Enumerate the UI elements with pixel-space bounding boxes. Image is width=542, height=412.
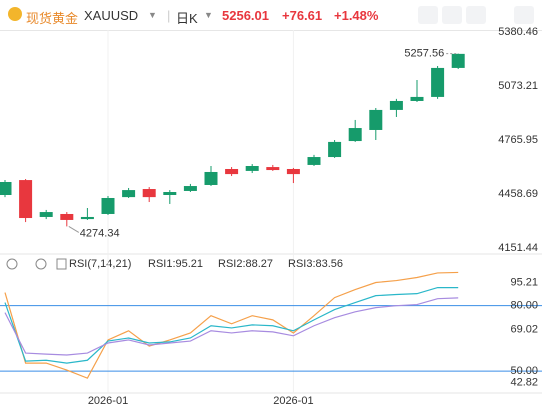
- period[interactable]: 日K: [176, 11, 198, 26]
- rsi-line: [4, 271, 459, 379]
- divider: |: [167, 8, 171, 23]
- candle-body: [286, 168, 300, 175]
- change: +76.61: [282, 8, 323, 23]
- y-tick-label: 69.02: [510, 324, 538, 336]
- candle-body: [369, 109, 383, 130]
- candle-body: [431, 67, 445, 97]
- candle-body: [39, 212, 53, 217]
- tool-button[interactable]: [466, 6, 486, 24]
- candle-body: [328, 141, 342, 158]
- toolbar: 现货黄金 XAUUSD ▼ | 日K ▼ 5256.01 +76.61 +1.4…: [0, 0, 542, 31]
- gold-icon: [8, 7, 22, 21]
- indicator-title: RSI(7,14,21): [69, 258, 131, 270]
- change-percent: +1.48%: [334, 8, 379, 23]
- candle-body: [183, 186, 197, 191]
- x-tick-label: 2026-01: [88, 395, 128, 407]
- candle-body: [245, 166, 259, 171]
- candle-body: [307, 157, 321, 165]
- candle-body: [163, 192, 177, 196]
- candle-body: [451, 53, 465, 68]
- tool-button[interactable]: [418, 6, 438, 24]
- settings-icon[interactable]: [35, 258, 47, 270]
- candle-body: [204, 171, 218, 185]
- y-tick-label: 80.00: [510, 300, 538, 312]
- dropdown-arrow[interactable]: ▼: [148, 10, 157, 20]
- candle-body: [80, 216, 94, 220]
- annotation-line: [68, 225, 80, 233]
- candle-body: [410, 96, 424, 101]
- y-tick-label: 4765.95: [498, 134, 538, 146]
- legend-entry: RSI1:95.21: [148, 258, 203, 270]
- candle-body: [266, 167, 280, 171]
- candle-body: [60, 213, 74, 220]
- candle-body: [19, 180, 33, 219]
- tool-button[interactable]: [514, 6, 534, 24]
- dropdown-arrow[interactable]: ▼: [204, 10, 213, 20]
- rsi-line: [4, 286, 459, 364]
- tool-button[interactable]: [442, 6, 462, 24]
- x-tick-label: 2026-01: [273, 395, 313, 407]
- rsi-line: [4, 297, 459, 356]
- candle-body: [101, 197, 115, 214]
- eye-icon[interactable]: [6, 258, 18, 270]
- y-tick-label: 5073.21: [498, 80, 538, 92]
- candle-body: [122, 190, 136, 198]
- y-tick-label: 5380.46: [498, 26, 538, 38]
- min-annotation: 4274.34: [80, 227, 120, 239]
- asset-name[interactable]: 现货黄金: [26, 11, 79, 26]
- y-tick-label: 4458.69: [498, 188, 538, 200]
- candle-body: [348, 128, 362, 142]
- candle-body: [225, 168, 239, 175]
- legend-entry: RSI3:83.56: [288, 258, 343, 270]
- candle-body: [0, 181, 12, 196]
- y-tick-label: 95.21: [510, 276, 538, 288]
- symbol[interactable]: XAUUSD: [84, 8, 139, 23]
- candle-body: [142, 189, 156, 198]
- indicator-icon[interactable]: [56, 258, 67, 270]
- y-tick-label: 50.00: [510, 365, 538, 377]
- legend-entry: RSI2:88.27: [218, 258, 273, 270]
- price: 5256.01: [222, 8, 269, 23]
- candle-body: [389, 100, 403, 110]
- max-annotation: 5257.56: [404, 48, 444, 60]
- y-tick-label: 4151.44: [498, 242, 538, 254]
- y-tick-label: 42.82: [510, 377, 538, 389]
